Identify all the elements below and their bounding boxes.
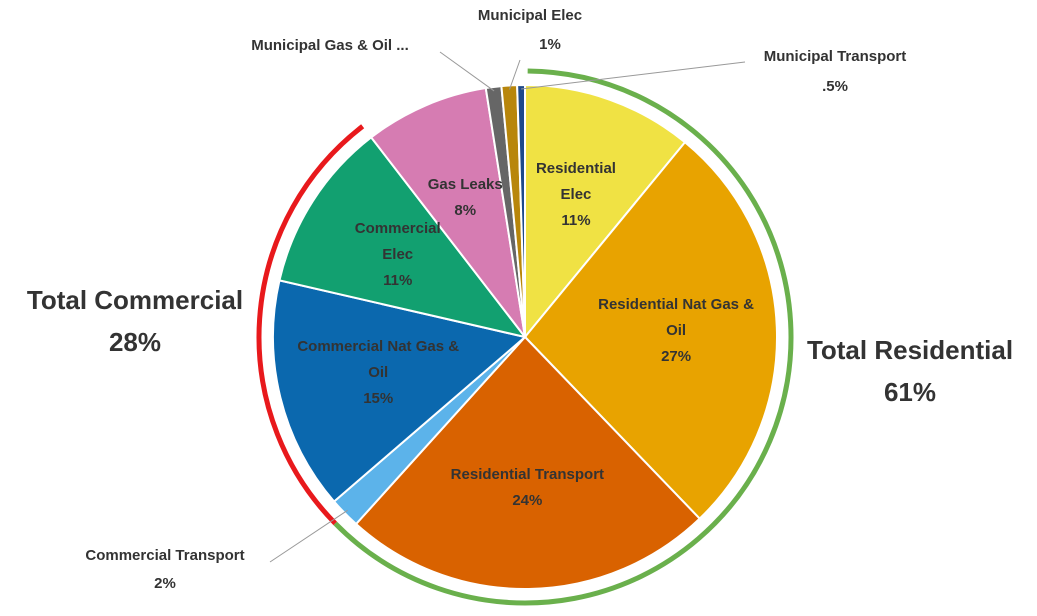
pie-slice (524, 83, 687, 340)
pie-slice (354, 335, 702, 590)
slice-label: Commercial Transport (85, 547, 244, 564)
slice-value: 1% (539, 36, 561, 53)
slice-label: Municipal Elec (478, 7, 582, 24)
slice-value: 2% (154, 575, 176, 592)
leader-line (439, 51, 495, 92)
slice-label-box: Residential Transport 24% (437, 433, 617, 543)
group-label: Total Residential (807, 335, 1013, 365)
slice-label: Gas Leaks 8% (375, 143, 555, 253)
group-arc (256, 124, 365, 526)
leader-line (509, 59, 521, 90)
slice-name: Residential Nat Gas & Oil (598, 296, 755, 340)
slice-label-box: Commercial Nat Gas & Oil 15% (288, 318, 468, 428)
group-arc (333, 68, 794, 606)
slice-name: Residential Elec (535, 159, 616, 203)
slice-value: 27% (661, 348, 692, 366)
leader-line (269, 509, 348, 563)
slice-label: Municipal Transport (764, 48, 907, 65)
slice-value: 11% (561, 211, 591, 229)
group-value: 28% (109, 327, 161, 357)
slice-name: Commercial Elec (354, 220, 441, 264)
slice-value: 15% (363, 390, 394, 408)
slice-value: 8% (454, 202, 477, 220)
group-label: Total Commercial (27, 285, 243, 315)
slice-name: Commercial Nat Gas & Oil (297, 338, 460, 382)
slice-label: Residential Nat Gas & Oil 27% (586, 276, 766, 386)
slice-label: Municipal Gas & Oil ... (251, 37, 409, 54)
slice-label-box: Commercial Elec 11% (308, 200, 488, 310)
pie-slice (272, 279, 528, 503)
slice-label: Commercial Nat Gas & Oil 15% (288, 318, 468, 428)
leader-line (521, 61, 746, 90)
slice-label: Residential Elec 11% (486, 140, 666, 250)
slice-value: 11% (383, 272, 413, 290)
pie-slice (523, 140, 778, 521)
slice-label: Commercial Elec 11% (308, 200, 488, 310)
group-value: 61% (884, 377, 936, 407)
slice-name: Gas Leaks (427, 176, 503, 194)
slice-label-box: Gas Leaks 8% (375, 143, 555, 253)
slice-label: Residential Transport 24% (437, 433, 617, 543)
slice-label-box: Residential Elec 11% (486, 140, 666, 250)
pie-slice (516, 83, 526, 338)
slice-value: .5% (822, 78, 848, 95)
pie-slice (278, 135, 528, 339)
slice-name: Residential Transport (450, 466, 605, 484)
pie-slice (369, 86, 526, 338)
slice-label-box: Residential Nat Gas & Oil 27% (586, 276, 766, 386)
slice-value: 24% (512, 492, 543, 510)
